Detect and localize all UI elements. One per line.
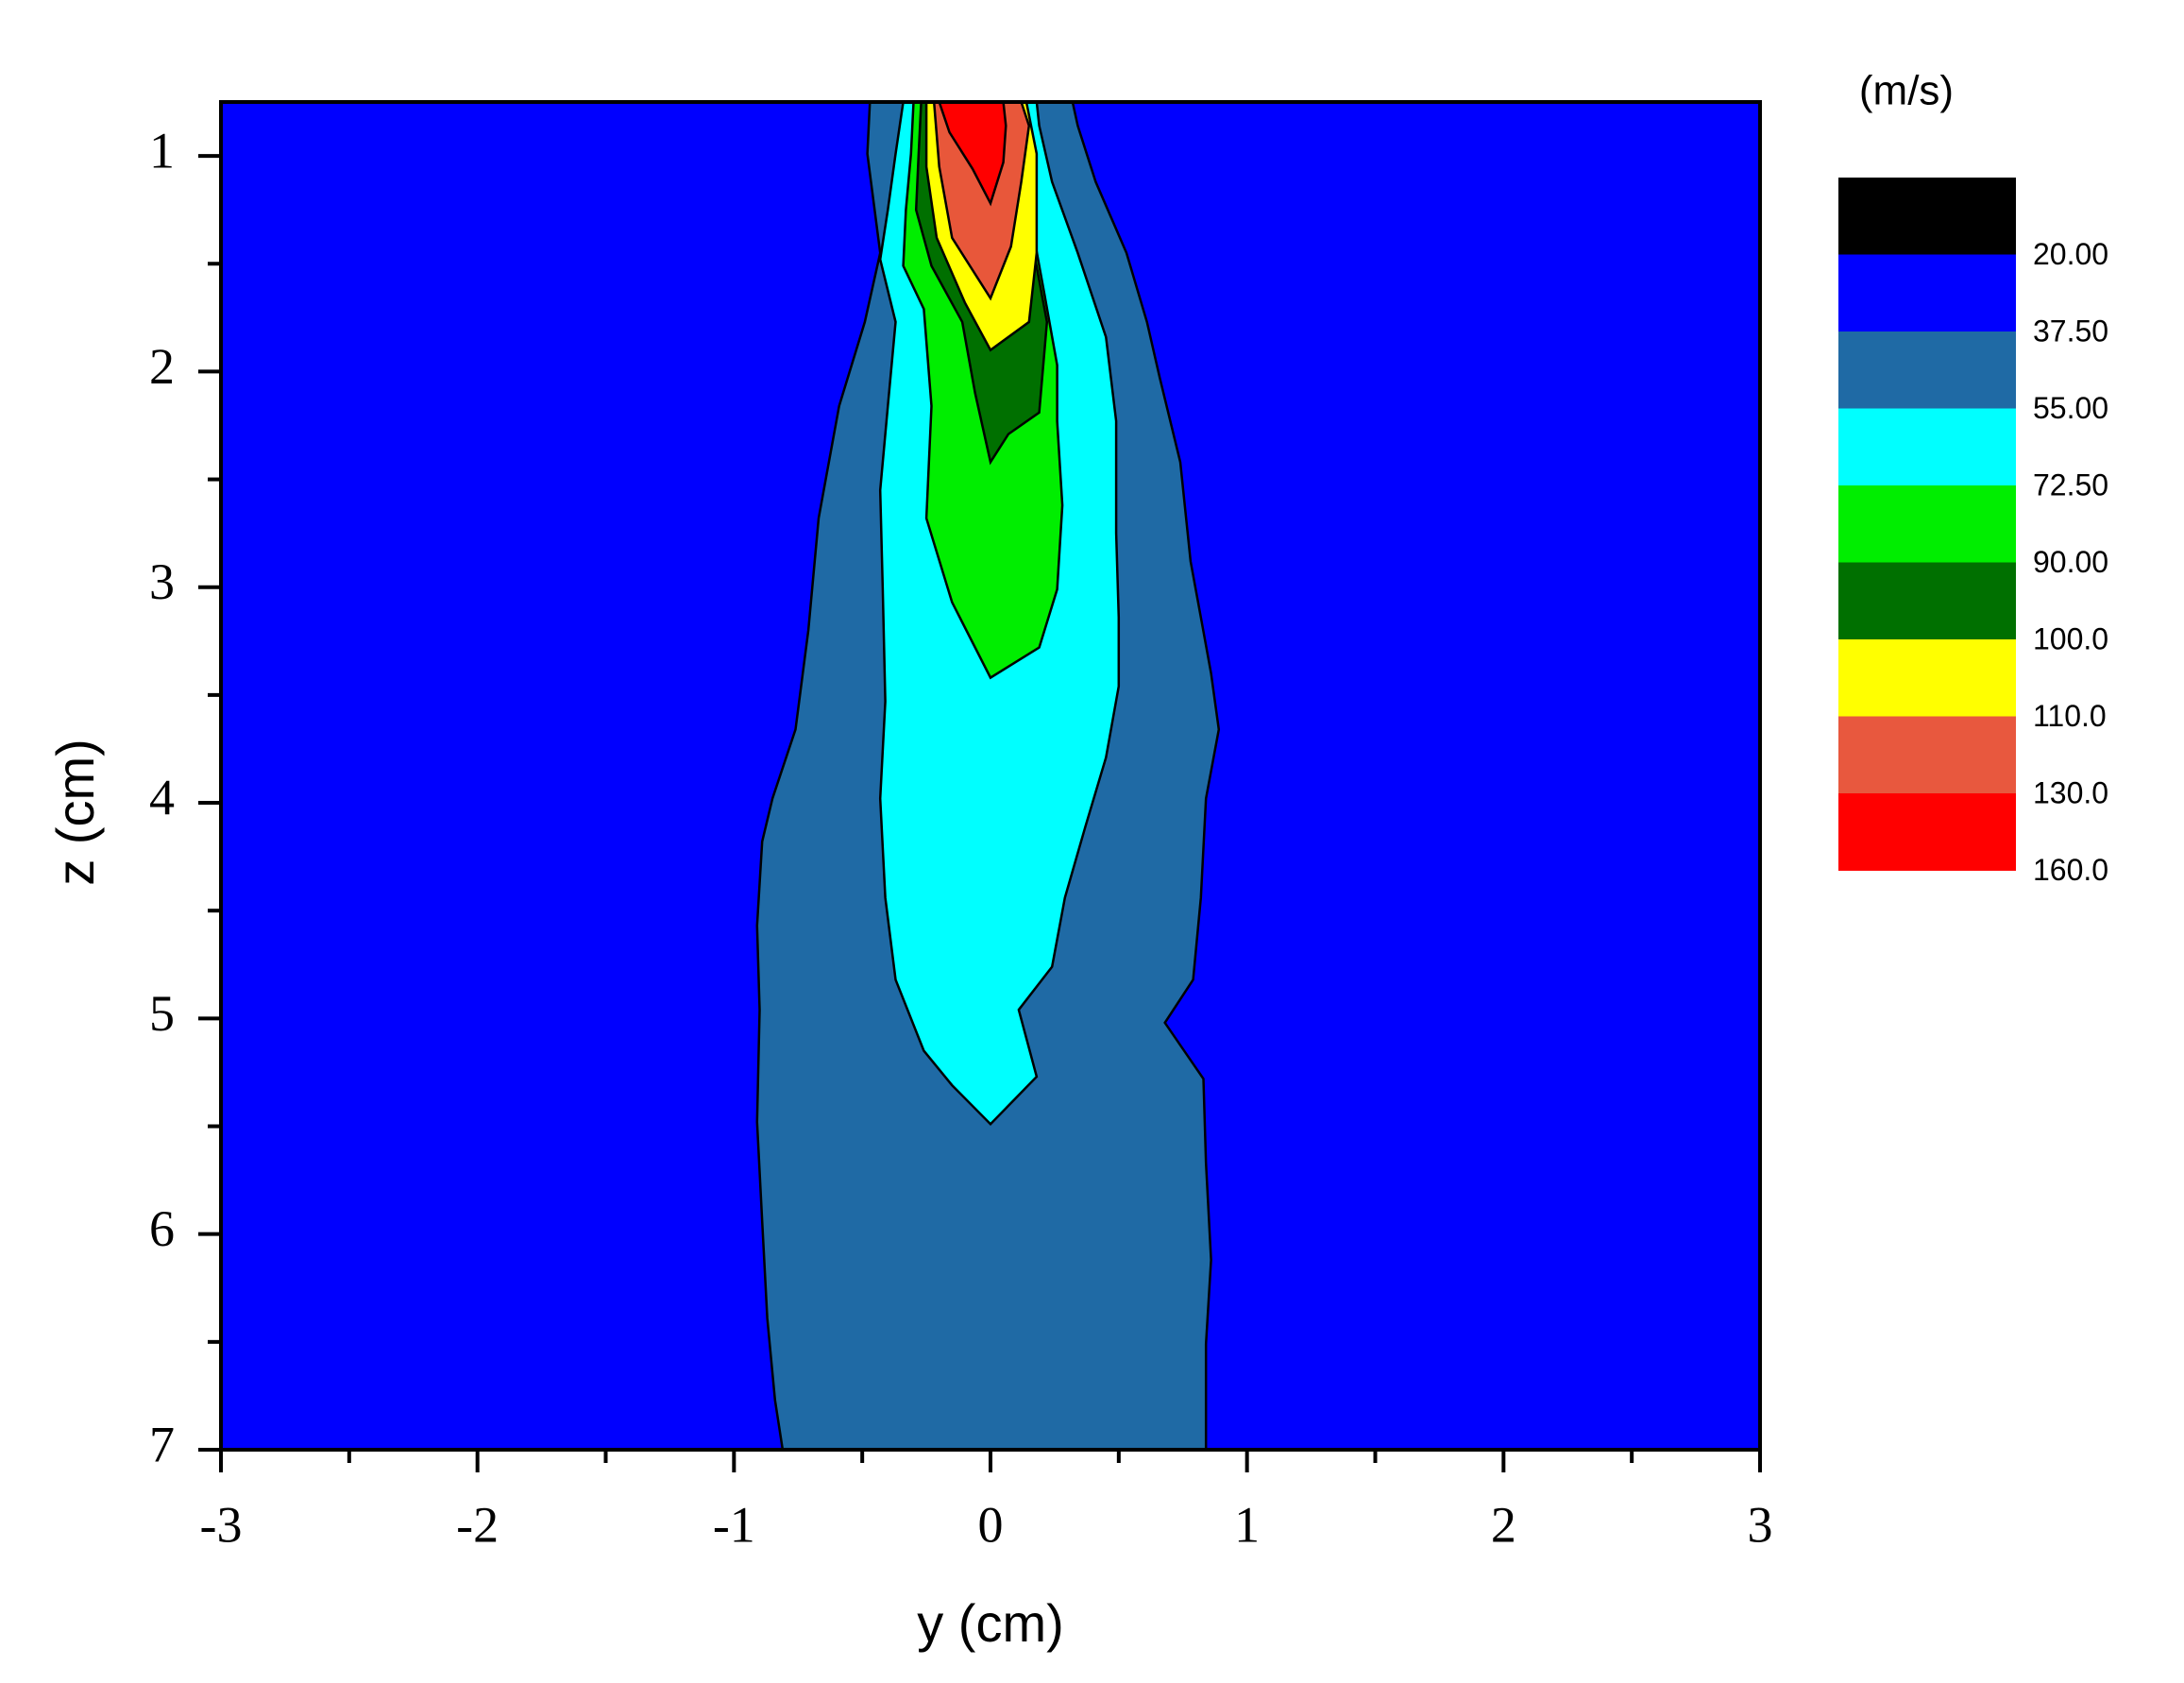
colorbar-swatch — [1838, 178, 2016, 255]
colorbar-swatch — [1838, 639, 2016, 717]
colorbar-swatch — [1838, 485, 2016, 563]
y-tick-label: 7 — [149, 1416, 175, 1472]
y-tick-label: 3 — [149, 553, 175, 610]
x-axis-label: y (cm) — [917, 1593, 1064, 1653]
y-axis-label: z (cm) — [45, 739, 105, 886]
x-tick-label: -2 — [456, 1496, 499, 1553]
x-tick-label: 3 — [1748, 1496, 1773, 1553]
colorbar-swatch — [1838, 332, 2016, 409]
colorbar-label: 55.00 — [2033, 391, 2108, 425]
colorbar-label: 72.50 — [2033, 468, 2108, 502]
y-tick-label: 4 — [149, 769, 175, 825]
contour-region — [938, 102, 1007, 207]
colorbar-title: (m/s) — [1859, 68, 1954, 114]
y-tick-label: 5 — [149, 985, 175, 1042]
colorbar-swatch — [1838, 254, 2016, 332]
colorbar-label: 130.0 — [2033, 775, 2108, 809]
x-tick-label: 0 — [978, 1496, 1004, 1553]
contour-layer — [755, 102, 1221, 1450]
colorbar-label: 37.50 — [2033, 314, 2108, 348]
y-tick-label: 6 — [149, 1200, 175, 1257]
colorbar-swatch — [1838, 716, 2016, 794]
x-tick-label: -1 — [713, 1496, 755, 1553]
colorbar-swatch — [1838, 793, 2016, 871]
colorbar-label: 110.0 — [2033, 699, 2107, 733]
x-tick-label: 2 — [1491, 1496, 1516, 1553]
x-tick-label: -3 — [200, 1496, 243, 1553]
colorbar-label: 160.0 — [2033, 853, 2108, 887]
colorbar-swatch — [1838, 408, 2016, 486]
colorbar-label: 100.0 — [2033, 621, 2108, 655]
y-tick-label: 1 — [149, 122, 175, 178]
colorbar-label: 20.00 — [2033, 237, 2108, 271]
x-tick-label: 1 — [1234, 1496, 1260, 1553]
y-tick-label: 2 — [149, 338, 175, 395]
colorbar-label: 90.00 — [2033, 545, 2108, 579]
colorbar-swatch — [1838, 562, 2016, 640]
